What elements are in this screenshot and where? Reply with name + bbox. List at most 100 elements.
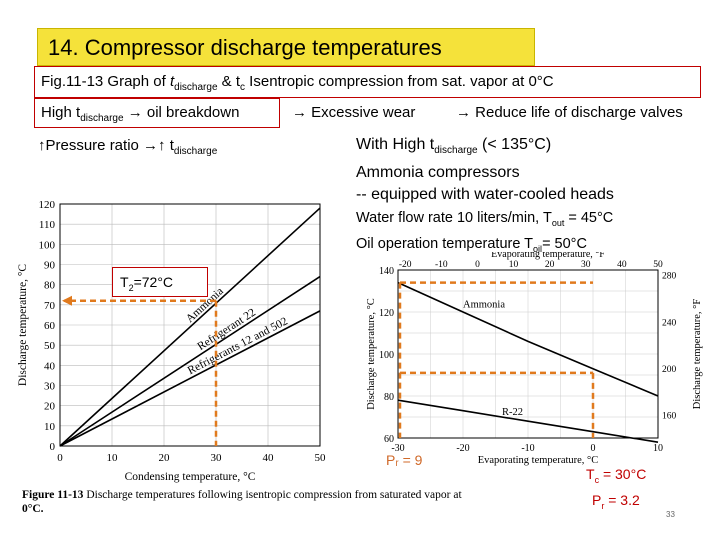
tc-sub: c [594, 474, 600, 485]
y-tick-label: 140 [379, 266, 394, 277]
x-top-tick-label: 30 [581, 260, 591, 270]
wh-l1b: (< 135°C) [477, 136, 552, 153]
y-tick-label: 60 [384, 434, 394, 445]
slide-title-text: 14. Compressor discharge temperatures [48, 35, 442, 60]
y-tick-label: 80 [44, 280, 56, 292]
x-tick-label: 30 [211, 452, 223, 464]
y-axis-label: Discharge temperature, °C [17, 264, 29, 387]
ammonia-note: With High tdischarge (< 135°C) Ammonia c… [356, 134, 614, 206]
series-label: R-22 [502, 407, 523, 418]
pressure-text: Pressure ratio [45, 137, 144, 154]
y-tick-label: 30 [44, 381, 56, 393]
high-tail: oil breakdown [142, 104, 240, 121]
ammonia-note-line2: Ammonia compressors [356, 164, 520, 182]
x-tick-label: 10 [107, 452, 119, 464]
t2-a: T [120, 274, 129, 290]
y-tick-label: 120 [379, 308, 394, 319]
fig-prefix: Fig.11-13 Graph of [41, 73, 170, 90]
series-line [59, 310, 321, 447]
y-tick-label: 100 [379, 350, 394, 361]
y-tick-label: 120 [39, 199, 56, 211]
series-line [397, 399, 659, 443]
pr9-annotation: Pᵣ = 9 [386, 452, 423, 468]
slide-title: 14. Compressor discharge temperatures [37, 28, 535, 66]
caption-text2: 0°C. [22, 503, 44, 515]
y-tick-label: 20 [44, 401, 56, 413]
water-l1a: Water flow rate 10 liters/min, T [356, 210, 552, 226]
y-axis-label: Discharge temperature, °C [366, 298, 377, 410]
x-tick-label: 40 [263, 452, 275, 464]
x-tick-label: 20 [159, 452, 171, 464]
pr-sub: r [601, 500, 605, 511]
oil-l2a: Oil operation temperature T [356, 235, 534, 252]
fig-suffix: Isentropic compression from sat. vapor a… [245, 73, 554, 90]
y-tick-label: 0 [50, 441, 56, 453]
figure-caption: Figure 11-13 Discharge temperatures foll… [22, 488, 462, 516]
tc-b: = 30°C [599, 466, 647, 482]
y-tick-label: 110 [39, 219, 56, 231]
x-axis-top-label: Evaporating temperature, °F [491, 252, 605, 260]
series-line [59, 275, 321, 447]
y-tick-label: 80 [384, 392, 394, 403]
x-tick-label: -30 [391, 443, 404, 454]
x-axis-label: Evaporating temperature, °C [478, 455, 599, 466]
oil-l2sub: oil [533, 243, 543, 254]
pr-a: P [592, 491, 602, 508]
water-line: Water flow rate 10 liters/min, Tout = 45… [356, 208, 613, 234]
x-top-tick-label: -10 [435, 260, 448, 270]
x-axis-label: Condensing temperature, °C [125, 471, 256, 483]
wh-l1a: With High t [356, 136, 435, 153]
caption-bold: Figure 11-13 [22, 489, 84, 501]
pressure-up: ↑ [38, 137, 46, 154]
series-line [397, 281, 659, 397]
series-line [59, 207, 321, 447]
x-tick-label: 0 [591, 443, 596, 454]
y-right-tick-label: 200 [662, 365, 677, 375]
oil-line: Oil operation temperature Toil= 50°C [356, 234, 613, 260]
high-sub: discharge [80, 113, 124, 124]
high-discharge-box: High tdischarge → oil breakdown [34, 98, 280, 128]
x-top-tick-label: 0 [475, 260, 480, 270]
pressure-sub: discharge [173, 146, 218, 157]
y-tick-label: 100 [39, 239, 56, 251]
reduce-valve-life: → Reduce life of discharge valves [456, 104, 683, 121]
y-tick-label: 90 [44, 260, 56, 272]
right-chart: 60 80 100 120 140 -30 -20 -10 0 10 -20 -10 0 10 20 30 40… [366, 252, 703, 466]
figure-reference-box: Fig.11-13 Graph of tdischarge & tc Isent… [34, 66, 701, 98]
t2-annotation: T2=72°C [112, 267, 208, 297]
x-top-tick-label: -20 [399, 260, 412, 270]
y-tick-label: 10 [44, 421, 56, 433]
x-top-tick-label: 20 [545, 260, 555, 270]
ammonia-note-line3: -- equipped with water-cooled heads [356, 186, 614, 204]
tc-pr-annotation: Tc = 30°C Pr = 3.2 [586, 464, 646, 516]
page-number: 33 [666, 510, 675, 519]
caption-text: Discharge temperatures following isentro… [83, 489, 462, 501]
left-chart: 0 10 20 30 40 50 60 70 80 90 100 110 120 0 10 20 30 40 50 C… [17, 199, 326, 483]
y-tick-label: 70 [44, 300, 56, 312]
x-top-tick-label: 10 [509, 260, 519, 270]
water-oil-note: Water flow rate 10 liters/min, Tout = 45… [356, 208, 613, 260]
tc-line: Tc = 30°C [586, 464, 646, 490]
x-tick-label: 10 [653, 443, 663, 454]
t2-sub: 2 [128, 282, 134, 293]
tc-a: T [586, 466, 595, 482]
plot-frame [59, 203, 321, 447]
fig-sub2: c [240, 82, 246, 93]
y-tick-label: 60 [44, 320, 56, 332]
water-l1b: = 45°C [564, 210, 614, 226]
x-tick-label: 0 [57, 452, 63, 464]
y-right-tick-label: 280 [662, 272, 677, 282]
pr-line: Pr = 3.2 [586, 490, 646, 516]
x-top-tick-label: 40 [617, 260, 627, 270]
oil-l2b: = 50°C [542, 235, 587, 252]
x-tick-label: -10 [521, 443, 534, 454]
fig-t: t [169, 73, 175, 90]
y-tick-label: 50 [44, 340, 56, 352]
fig-mid: & t [217, 73, 241, 90]
water-l1sub: out [551, 217, 565, 228]
t2-b: =72°C [133, 274, 174, 290]
ammonia-note-line1: With High tdischarge (< 135°C) [356, 134, 614, 162]
plot-frame [397, 269, 659, 439]
pressure-arrow: →↑ t [143, 137, 174, 154]
fig-sub: discharge [174, 82, 218, 93]
